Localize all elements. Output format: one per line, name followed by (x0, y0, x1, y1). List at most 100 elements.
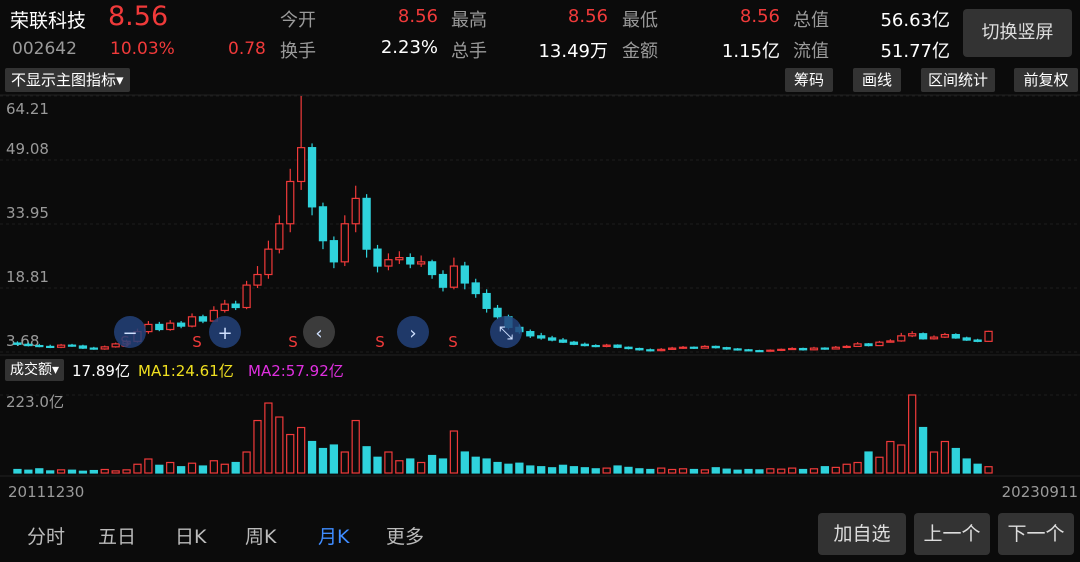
control-button[interactable] (114, 316, 146, 348)
control-button[interactable] (303, 316, 335, 348)
candle-body (286, 180, 295, 225)
control-icon: ‹ (315, 323, 322, 344)
nav-button[interactable]: 上一个 (914, 513, 990, 555)
volume-bar (820, 466, 830, 474)
candle-body (351, 197, 360, 225)
y-tick-label: 33.95 (6, 204, 49, 222)
volume-bar (526, 465, 535, 474)
candle-body (526, 331, 535, 337)
candle-body (46, 345, 55, 349)
volume-bar (373, 456, 382, 474)
candle-body (13, 342, 22, 345)
control-button[interactable] (209, 316, 241, 348)
candle-body (591, 344, 600, 348)
volume-bar (940, 440, 950, 474)
change-pct: 10.03% (110, 39, 175, 59)
candle-body (242, 284, 251, 309)
candle-body (962, 337, 971, 341)
volume-bar (155, 464, 164, 474)
tool-button[interactable]: 筹码 (785, 68, 833, 92)
nav-tab[interactable]: 日K (175, 526, 207, 548)
nav-button[interactable]: 加自选 (818, 513, 906, 555)
candle-body (406, 257, 415, 265)
volume-bar (406, 458, 415, 474)
candle-body (155, 323, 164, 331)
candle-body (558, 339, 568, 343)
candle-body (329, 240, 339, 263)
candle-body (318, 206, 328, 242)
candle-body (362, 197, 371, 250)
volume-bar (755, 469, 764, 474)
nav-button[interactable]: 下一个 (998, 513, 1074, 555)
stat-label: 总值 (793, 10, 829, 31)
candle-body (733, 348, 742, 351)
volume-select[interactable]: 成交额▾ (5, 359, 65, 381)
volume-ma2: MA2:57.92亿 (248, 362, 344, 380)
candle-body (395, 257, 404, 261)
candle-body (56, 344, 66, 348)
nav-tab[interactable]: 更多 (386, 526, 425, 548)
change: 0.78 (228, 39, 266, 59)
stat-label: 今开 (280, 10, 316, 31)
volume-bar (13, 468, 22, 474)
candle-body (624, 346, 633, 350)
control-button[interactable] (397, 316, 429, 348)
volume-bar (864, 451, 873, 474)
volume-bar (766, 468, 775, 474)
volume-bar (351, 419, 360, 474)
stat-label: 最低 (622, 10, 658, 31)
volume-bar (286, 433, 295, 474)
candle-body (253, 273, 262, 286)
stat-label: 换手 (280, 41, 316, 62)
candle-body (35, 344, 44, 348)
volume-bar (329, 444, 339, 474)
stat-value: 8.56 (739, 6, 780, 27)
candle-body (700, 345, 710, 349)
volume-bar (929, 451, 939, 474)
candle-body (777, 348, 786, 351)
candle-body (678, 346, 688, 349)
nav-tab[interactable]: 月K (318, 526, 350, 548)
volume-bar (853, 461, 862, 474)
candle-body (493, 307, 502, 318)
control-icon: › (409, 323, 416, 344)
volume-bar (471, 456, 480, 474)
volume-name: 成交额 (10, 362, 52, 378)
nav-tab[interactable]: 周K (245, 526, 277, 548)
candle-body (580, 343, 589, 347)
candle-body (275, 223, 284, 250)
volume-bar (777, 468, 786, 474)
nav-tab[interactable]: 分时 (27, 526, 66, 548)
volume-bar (46, 470, 55, 474)
volume-bar (417, 461, 426, 474)
indicator-select[interactable]: 不显示主图指标▾ (5, 68, 130, 92)
candle-body (24, 343, 33, 347)
tool-button[interactable]: 画线 (853, 68, 901, 92)
candle-body (471, 282, 480, 295)
volume-bar (646, 468, 655, 474)
signal-marker: S (375, 333, 385, 351)
volume-bar (449, 430, 459, 474)
tool-button[interactable]: 区间统计 (921, 68, 995, 92)
control-icon: + (217, 323, 232, 344)
volume-bar (667, 468, 677, 474)
candle-body (908, 333, 917, 337)
volume-bar (700, 469, 710, 474)
volume-bar (733, 469, 742, 474)
volume-bar (242, 451, 251, 474)
tool-button[interactable]: 前复权 (1014, 68, 1078, 92)
volume-bar (144, 458, 153, 474)
rotate-button[interactable]: 切换竖屏 (963, 9, 1072, 57)
signal-marker: S (192, 333, 202, 351)
candle-body (231, 303, 240, 309)
candle-body (875, 341, 884, 347)
nav-tab[interactable]: 五日 (98, 526, 137, 548)
y-tick-label: 49.08 (6, 140, 49, 158)
candle-body (547, 337, 557, 341)
candle-body (886, 340, 895, 343)
y-tick-label: 18.81 (6, 268, 49, 286)
volume-bar (908, 394, 917, 474)
control-button[interactable] (490, 316, 522, 348)
volume-bar (100, 468, 109, 474)
volume-bar (875, 456, 884, 474)
